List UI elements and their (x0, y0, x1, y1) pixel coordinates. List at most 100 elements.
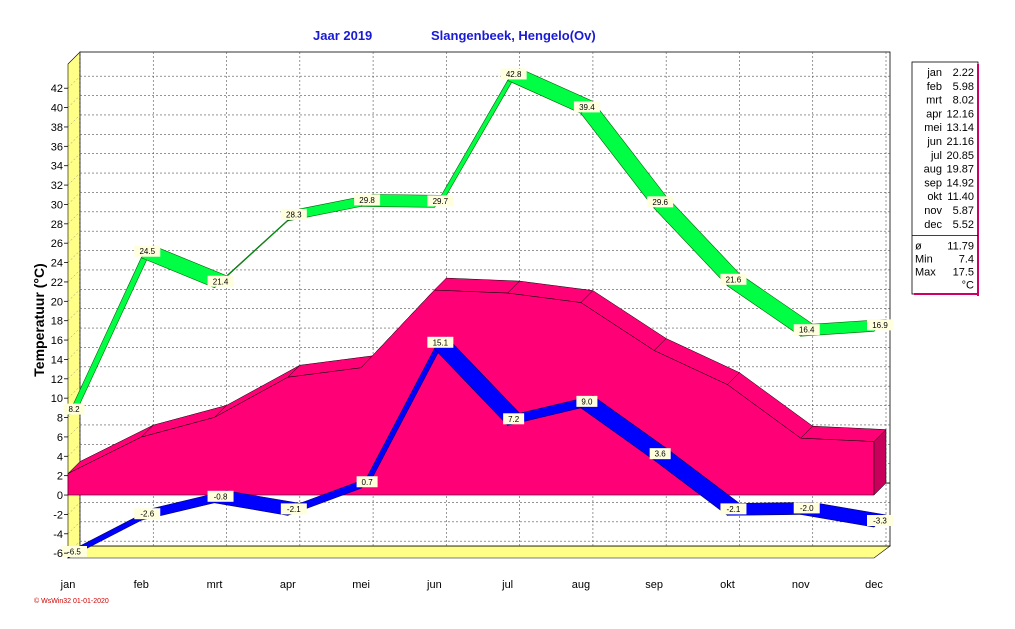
y-tick-label: 22 (51, 277, 63, 289)
min-data-label: -2.0 (800, 504, 814, 513)
mean-temperature-area (67, 277, 887, 496)
legend-month: nov (924, 205, 942, 217)
min-data-label-bg (649, 448, 671, 460)
max-data-label-bg (573, 101, 600, 113)
x-tick-label: feb (134, 579, 149, 591)
min-data-label-bg (720, 503, 747, 515)
legend-month: sep (924, 177, 942, 189)
legend-stat-label: Max (915, 267, 936, 279)
y-tick-label: 36 (51, 141, 63, 153)
min-temperature-band (67, 336, 887, 559)
legend-stat-value: 11.79 (947, 241, 974, 253)
legend-month-value: 12.16 (946, 108, 974, 120)
legend-month: apr (926, 108, 942, 120)
mean-area-front (67, 289, 875, 496)
y-tick-label: 32 (51, 180, 63, 192)
grid-line-wall (67, 95, 81, 108)
max-data-label-bg (720, 273, 747, 285)
min-data-label-bg (427, 336, 454, 348)
legend-stat-label: Min (915, 254, 933, 266)
y-tick-label: 42 (51, 83, 63, 95)
min-data-label-bg (134, 508, 161, 520)
y-tick-label: 34 (51, 161, 63, 173)
min-data-label: -3.3 (873, 517, 887, 526)
max-data-label: 29.6 (652, 198, 668, 207)
x-tick-label: nov (792, 579, 810, 591)
legend-month: mei (924, 122, 942, 134)
min-data-label-bg (356, 476, 378, 488)
min-data-label-bg (61, 546, 87, 557)
max-data-label-bg (647, 196, 674, 208)
x-tick-label: jun (426, 579, 442, 591)
legend-month: mrt (926, 95, 942, 107)
y-axis-label: Temperatuur (°C) (31, 263, 47, 376)
grid-line-wall (67, 327, 81, 341)
grid-line-wall (67, 347, 81, 360)
grid-line-wall (67, 502, 81, 515)
y-tick-label: 10 (51, 393, 63, 405)
legend-unit: °C (962, 280, 974, 292)
chart-year-label: Jaar 2019 (313, 28, 372, 43)
min-data-label: -2.1 (727, 505, 741, 514)
chart-station-label: Slangenbeek, Hengelo(Ov) (431, 28, 596, 43)
x-tick-label: dec (865, 579, 883, 591)
grid-line-wall (67, 134, 81, 147)
min-data-label: -2.6 (140, 510, 154, 519)
max-data-label: 16.4 (799, 326, 815, 335)
y-tick-label: 38 (51, 122, 63, 134)
max-data-label: 39.4 (579, 103, 595, 112)
legend-month-value: 13.14 (946, 122, 974, 134)
min-data-label-bg (280, 503, 307, 515)
y-tick-label: -2 (53, 509, 63, 521)
y-tick-label: 6 (57, 432, 63, 444)
legend-month: jul (930, 150, 942, 162)
legend-month-value: 11.40 (947, 191, 974, 203)
grid-line-wall (67, 211, 81, 225)
max-data-label-bg (500, 68, 527, 80)
min-data-label: -6.5 (67, 548, 81, 557)
min-data-label-bg (867, 515, 893, 527)
y-tick-label: 18 (51, 316, 63, 328)
max-data-label: 16.9 (872, 321, 888, 330)
legend-month-value: 2.22 (953, 67, 974, 79)
x-tick-label: mrt (207, 579, 223, 591)
min-data-label: -2.1 (287, 505, 301, 514)
grid-line-wall (67, 269, 81, 283)
min-data-label-bg (207, 490, 234, 502)
max-data-label: 42.8 (506, 70, 522, 79)
max-data-label-bg (63, 403, 85, 415)
grid-line-wall (67, 366, 81, 379)
legend-month: dec (924, 219, 942, 231)
y-tick-label: 26 (51, 238, 63, 250)
min-data-label-bg (503, 413, 525, 425)
grid-line-wall (67, 76, 81, 89)
max-data-label: 29.7 (433, 197, 449, 206)
y-tick-label: 40 (51, 103, 63, 115)
mean-area-side (873, 428, 887, 496)
grid-line-wall (67, 231, 81, 244)
y-tick-label: 0 (57, 490, 63, 502)
y-tick-label: 20 (51, 296, 63, 308)
legend-box (911, 61, 979, 295)
x-tick-label: aug (572, 579, 590, 591)
x-tick-label: jul (501, 579, 513, 591)
grid-line-wall (67, 153, 81, 166)
legend-month-value: 5.87 (953, 205, 974, 217)
x-tick-label: jan (60, 579, 76, 591)
x-tick-labels: jan feb mrt apr mei jun jul aug sep okt nov dec (60, 579, 884, 591)
grid-line-wall (67, 308, 81, 321)
credit-text: © WsWin32 01-01-2020 (34, 597, 109, 605)
max-data-label: 21.4 (213, 277, 229, 286)
grid-line-wall (67, 192, 81, 205)
y-tick-labels: -6-4-20246810121416182022242628303234363… (51, 83, 68, 560)
grid-line-wall (67, 424, 81, 438)
x-tick-label: mei (352, 579, 370, 591)
legend: jan 2.22 feb 5.98 mrt 8.02 apr 12.16 mei 13.14 jun… (911, 61, 979, 296)
grid-line-wall (67, 114, 81, 128)
max-data-label: 29.8 (359, 196, 375, 205)
legend-month-value: 19.87 (946, 164, 974, 176)
max-data-label: 21.6 (726, 275, 742, 284)
legend-month-value: 5.98 (953, 81, 974, 93)
grid-line-wall (67, 444, 81, 457)
